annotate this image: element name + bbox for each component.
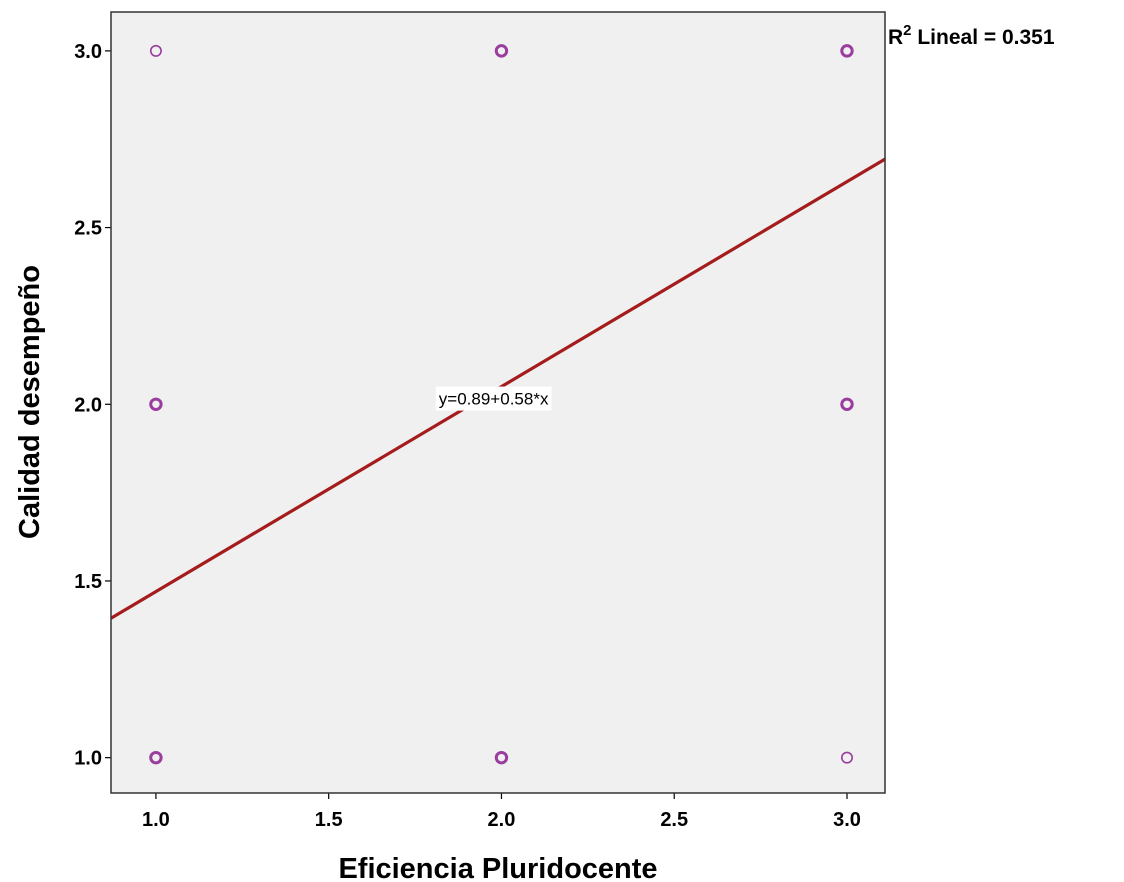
- x-tick-label: 3.0: [833, 809, 861, 831]
- data-points: [149, 44, 854, 765]
- data-point: [840, 751, 853, 764]
- y-tick-label: 1.0: [74, 748, 102, 770]
- y-axis-title: Calidad desempeño: [14, 265, 46, 539]
- x-tick-label: 2.5: [660, 809, 688, 831]
- x-tick-label: 1.5: [315, 809, 343, 831]
- x-axis-title: Eficiencia Pluridocente: [338, 853, 657, 882]
- plot-frame: [110, 11, 886, 794]
- y-tick-label: 1.5: [74, 571, 102, 593]
- axis-ticks: 1.0 1.5 2.0 2.5 3.0 1.0 1.5 2.0 2.5 3.0: [74, 41, 861, 831]
- r2-prefix: R: [888, 26, 903, 49]
- equation-label: y=0.89+0.58*x: [439, 390, 549, 409]
- data-point: [149, 750, 163, 765]
- data-point: [149, 397, 163, 411]
- r2-label: R2 Lineal = 0.351: [888, 22, 1055, 49]
- data-point: [494, 44, 509, 58]
- data-point: [149, 44, 162, 57]
- y-tick-label: 3.0: [74, 41, 102, 63]
- equation-label-box: y=0.89+0.58*x: [435, 386, 552, 411]
- y-tick-label: 2.5: [74, 218, 102, 240]
- data-point: [840, 44, 854, 58]
- y-tick-label: 2.0: [74, 394, 102, 416]
- equation-box: [435, 386, 552, 411]
- data-point: [840, 397, 854, 411]
- x-tick-label: 2.0: [488, 809, 516, 831]
- x-tick-label: 1.0: [142, 809, 170, 831]
- r2-superscript: 2: [903, 22, 911, 39]
- r2-suffix: Lineal = 0.351: [912, 26, 1055, 49]
- data-point: [494, 750, 509, 765]
